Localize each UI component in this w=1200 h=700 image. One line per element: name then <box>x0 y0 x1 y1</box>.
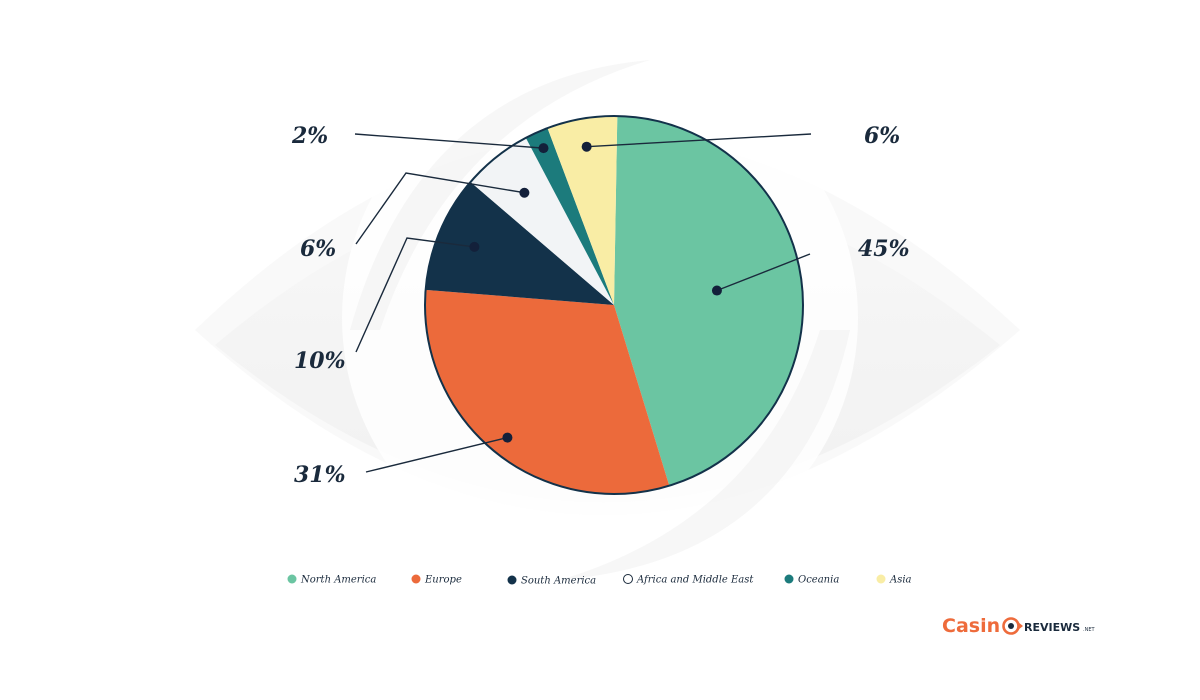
pie-slice-north-america <box>614 116 804 486</box>
leader-line <box>355 237 475 353</box>
leader-lines <box>354 133 812 473</box>
leader-dot <box>519 187 530 198</box>
pie-slice-oceania <box>525 128 614 305</box>
leader-dot <box>538 143 549 154</box>
leader-dot <box>502 432 513 443</box>
pie-slice-south-america <box>425 182 614 305</box>
legend-label: Oceania <box>798 575 839 586</box>
percent-labels: 45% 31% 10% 6% 2% 6% <box>291 123 910 488</box>
leader-line <box>586 133 812 148</box>
legend-label: North America <box>300 575 376 586</box>
data-label: 6% <box>864 123 900 149</box>
casinoreviews-logo: Casin REVIEWS .NET <box>942 615 1095 637</box>
leader-line <box>354 133 544 149</box>
logo-eye-icon <box>1002 617 1023 635</box>
pie-slice-africa-and-middle-east <box>470 137 614 305</box>
leader-line <box>716 253 811 292</box>
legend-label: South America <box>521 576 596 587</box>
pie-chart <box>424 115 804 495</box>
data-label: 31% <box>294 462 346 488</box>
legend-swatch <box>784 574 794 584</box>
leader-dot <box>711 285 722 296</box>
legend-swatch <box>876 574 886 584</box>
legend-swatch <box>287 574 297 584</box>
legend-swatch <box>411 574 421 584</box>
leader-line <box>365 436 508 473</box>
logo-casino-text: Casin <box>942 615 1000 637</box>
pie-outline <box>424 115 804 495</box>
legend-label: Africa and Middle East <box>636 575 754 586</box>
data-label: 6% <box>300 236 336 262</box>
leader-dot <box>469 241 480 252</box>
pie-slice-asia <box>547 116 618 305</box>
legend-swatch <box>623 574 633 584</box>
logo-net-text: .NET <box>1083 627 1095 633</box>
legend-swatch <box>507 575 517 585</box>
data-label: 45% <box>858 236 910 262</box>
data-label: 10% <box>294 348 346 374</box>
legend: North America Europe South America Africa a… <box>287 574 912 587</box>
legend-label: Europe <box>424 575 462 586</box>
logo-reviews-text: REVIEWS <box>1024 621 1080 634</box>
leader-line <box>355 172 525 245</box>
legend-label: Asia <box>889 575 912 586</box>
leader-dot <box>581 141 592 152</box>
data-label: 2% <box>291 123 328 149</box>
